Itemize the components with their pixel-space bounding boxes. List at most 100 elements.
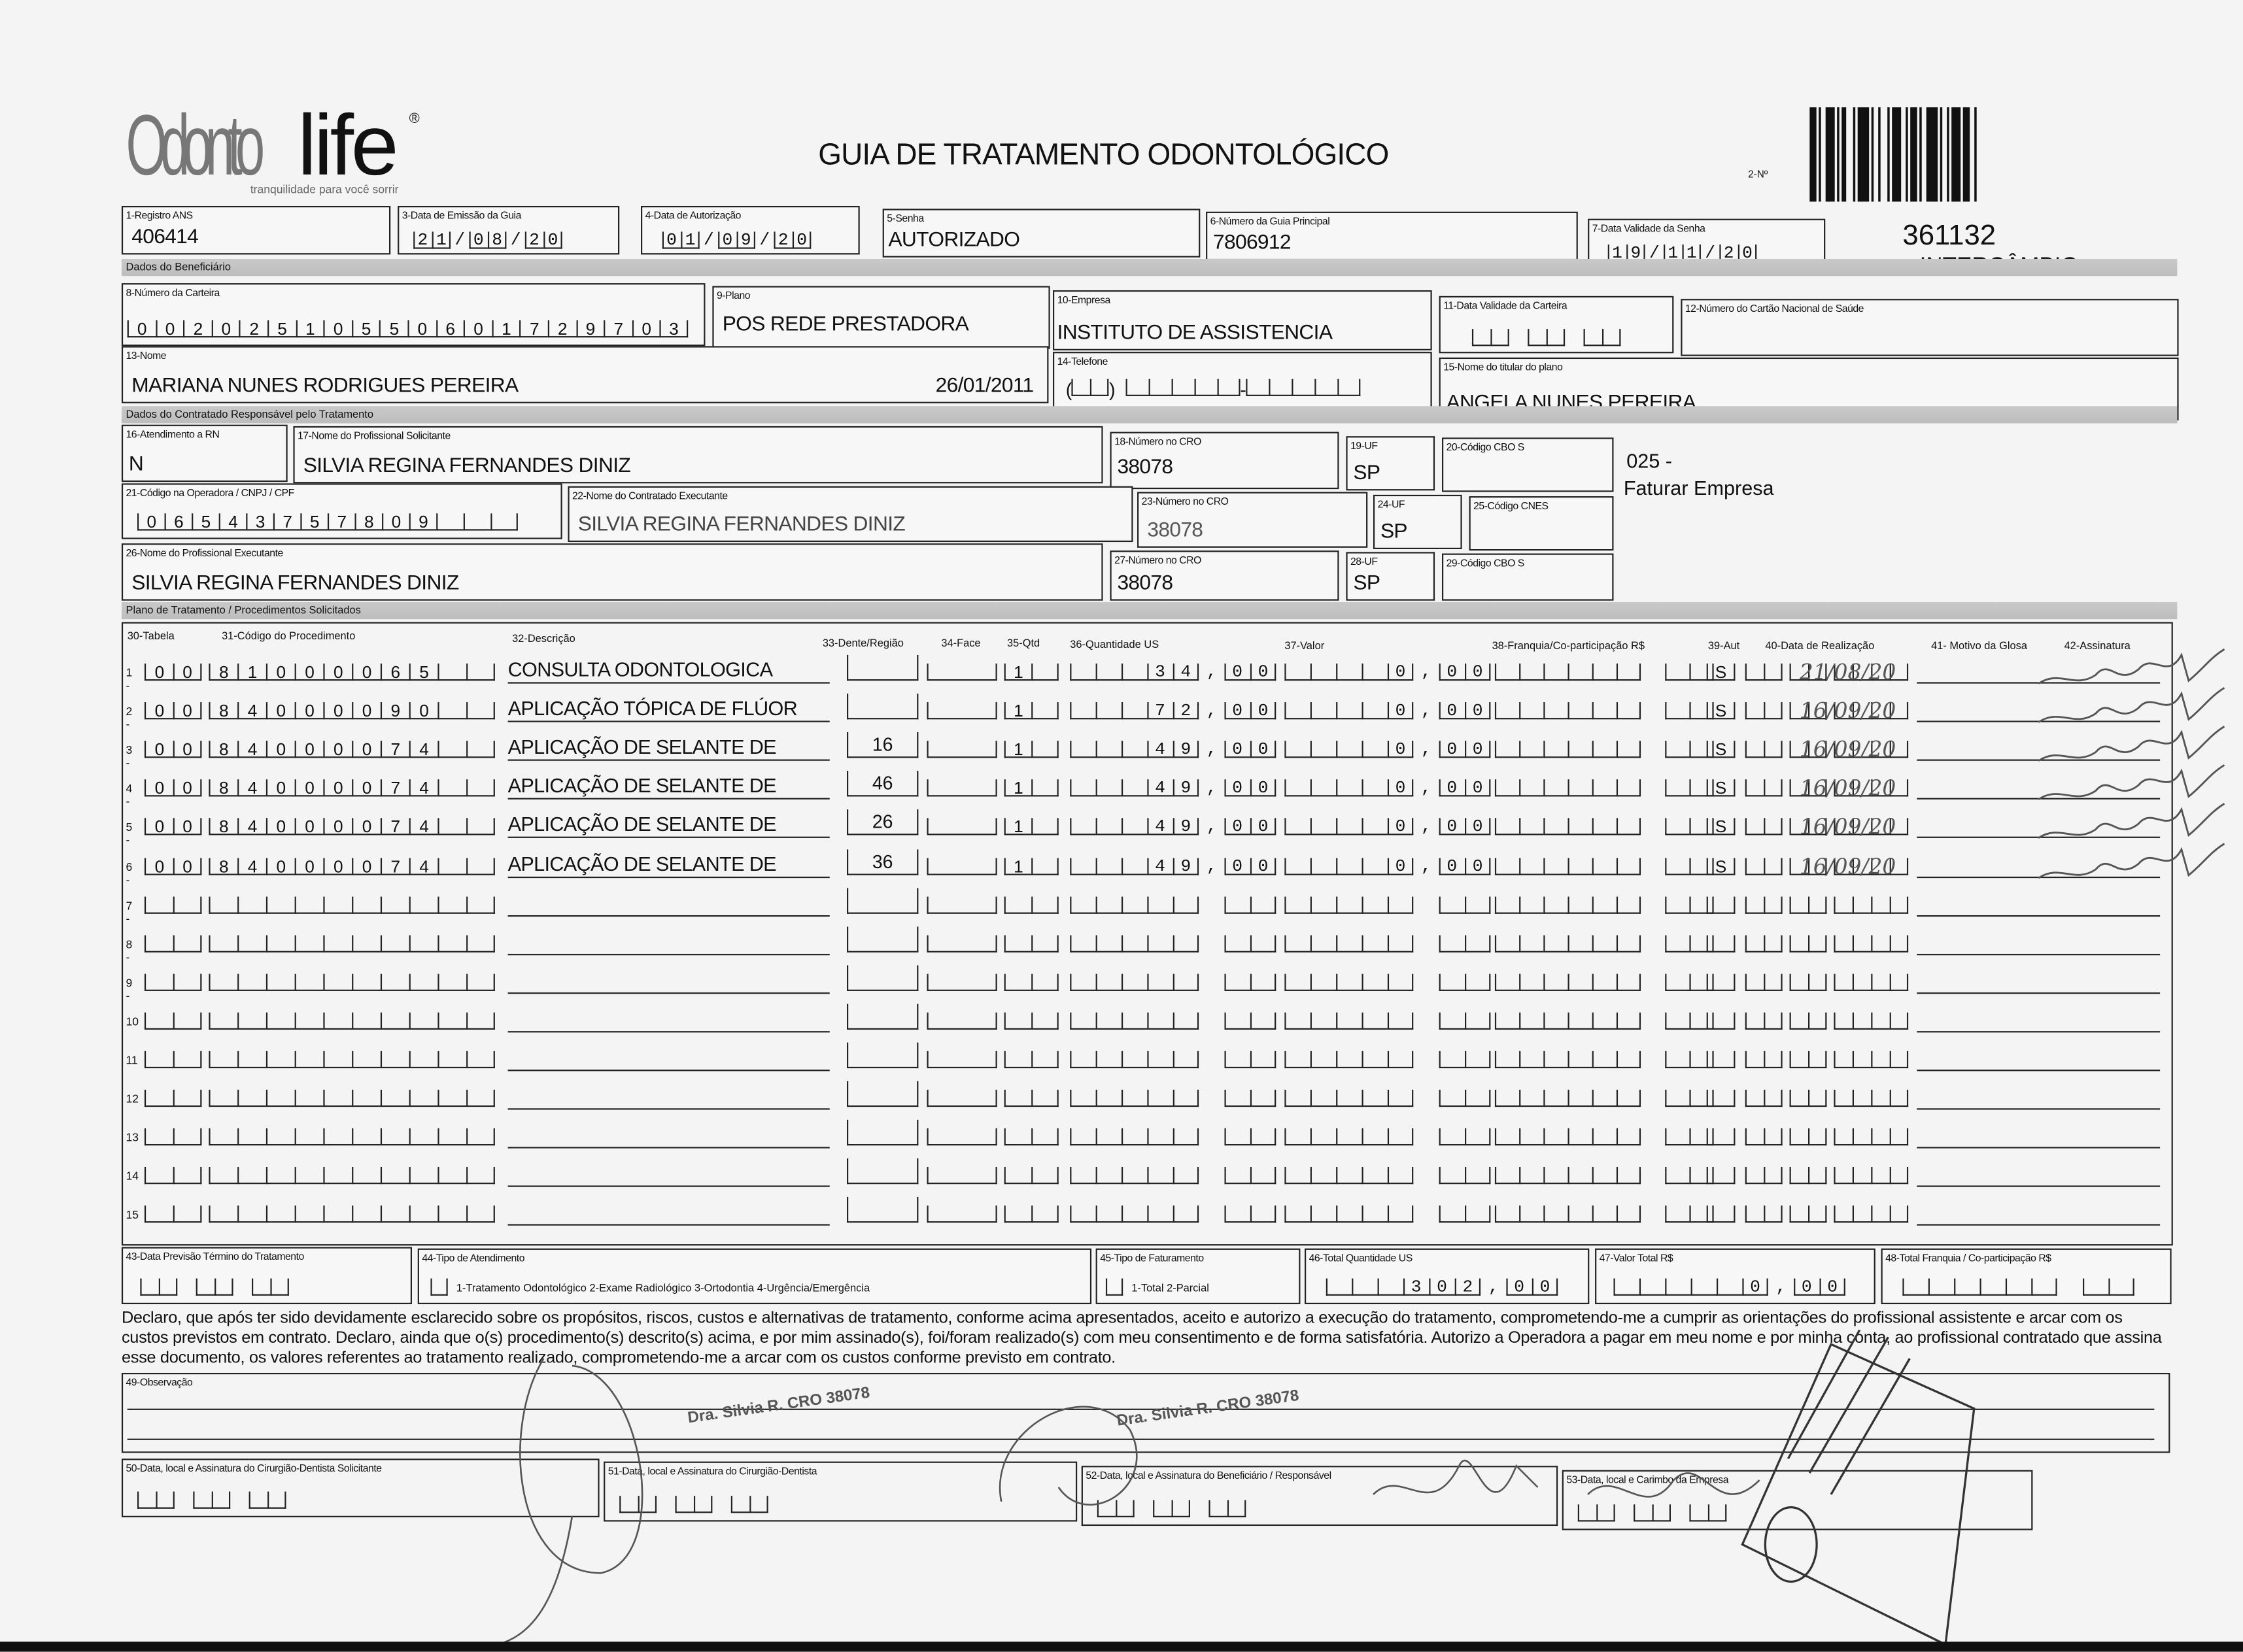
aut-cell[interactable] [1706,896,1736,913]
descricao[interactable] [507,1200,830,1226]
tabela-cells[interactable] [144,1012,202,1030]
qtd-cells[interactable] [1004,1012,1059,1030]
codigo-cells[interactable] [209,1051,495,1069]
aut-cell[interactable]: S [1706,818,1736,836]
descricao[interactable] [507,1007,830,1033]
data-realizacao-cells[interactable] [1745,779,1909,798]
field-total-franquia[interactable]: 48-Total Franquia / Co-participação R$ [1881,1248,2172,1304]
data-realizacao-cells[interactable] [1745,1090,1909,1107]
aut-cell[interactable] [1706,1128,1736,1146]
field-tipo-atendimento[interactable]: 44-Tipo de Atendimento 1-Tratamento Odont… [417,1248,1092,1304]
field-uf-19[interactable]: 19-UF SP [1346,436,1435,491]
data-realizacao-cells[interactable] [1745,818,1909,836]
data-realizacao-cells[interactable] [1745,1012,1909,1030]
field-cro-27[interactable]: 27-Número no CRO 38078 [1110,550,1339,601]
qtd-cells[interactable]: 1 [1004,779,1059,798]
descricao[interactable] [507,890,830,917]
face-cell[interactable] [927,973,997,991]
descricao[interactable] [507,1084,830,1110]
face-cell[interactable] [927,1205,997,1224]
dente-cell[interactable] [847,887,919,913]
aut-cell[interactable]: S [1706,741,1736,758]
us-cells[interactable] [1070,1012,1276,1030]
tabela-cells[interactable] [144,896,202,913]
dente-cell[interactable]: 26 [847,809,919,836]
data-realizacao-cells[interactable] [1745,664,1909,681]
data-realizacao-cells[interactable] [1745,1167,1909,1185]
assinatura-line[interactable] [1917,1030,2161,1033]
descricao[interactable]: APLICAÇÃO TÓPICA DE FLÚOR [507,697,830,722]
field-observacao[interactable]: 49-Observação [121,1373,2170,1453]
field-plano[interactable]: 9-Plano POS REDE PRESTADORA [712,286,1050,349]
aut-cell[interactable] [1706,1051,1736,1069]
dente-cell[interactable] [847,1081,919,1107]
valor-cells[interactable] [1284,896,1491,913]
field-validade-carteira[interactable]: 11-Data Validade da Carteira [1439,295,1674,354]
dente-cell[interactable] [847,1003,919,1030]
face-cell[interactable] [927,1090,997,1107]
face-cell[interactable] [927,741,997,758]
field-data-emissao[interactable]: 3-Data de Emissão da Guia 21/08/20 [398,206,620,255]
descricao[interactable] [507,929,830,955]
dente-cell[interactable] [847,1158,919,1185]
assinatura-line[interactable] [1917,1224,2161,1226]
codigo-cells[interactable] [209,973,495,991]
field-cro-23[interactable]: 23-Número no CRO 38078 [1137,492,1368,548]
us-cells[interactable] [1070,1205,1276,1224]
field-uf-24[interactable]: 24-UF SP [1373,494,1462,549]
face-cell[interactable] [927,934,997,952]
dente-cell[interactable] [847,1042,919,1069]
face-cell[interactable] [927,857,997,875]
dente-cell[interactable] [847,965,919,991]
descricao[interactable] [507,1162,830,1188]
field-total-us[interactable]: 46-Total Quantidade US 302,00 [1305,1248,1590,1304]
field-cbo-29[interactable]: 29-Código CBO S [1442,553,1614,601]
assinatura-line[interactable] [1917,953,2161,955]
tabela-cells[interactable] [144,1128,202,1146]
descricao[interactable]: APLICAÇÃO DE SELANTE DE [507,813,830,839]
face-cell[interactable] [927,1051,997,1069]
valor-cells[interactable] [1284,1051,1491,1069]
assinatura-line[interactable] [1917,992,2161,994]
dente-cell[interactable]: 36 [847,849,919,875]
data-realizacao-cells[interactable] [1745,741,1909,758]
face-cell[interactable] [927,664,997,681]
us-cells[interactable]: 49,00 [1070,857,1276,875]
valor-cells[interactable]: 0,00 [1284,857,1491,875]
valor-cells[interactable]: 0,00 [1284,779,1491,798]
data-realizacao-cells[interactable] [1745,1128,1909,1146]
franquia-cells[interactable] [1494,818,1714,836]
field-data-autorizacao[interactable]: 4-Data de Autorização 01/09/20 [641,206,860,255]
face-cell[interactable] [927,779,997,798]
assinatura-line[interactable] [1917,915,2161,917]
qtd-cells[interactable]: 1 [1004,741,1059,758]
field-carimbo-empresa[interactable]: 53-Data, local e Carimbo da Empresa [1562,1470,2033,1530]
franquia-cells[interactable] [1494,973,1714,991]
qtd-cells[interactable]: 1 [1004,664,1059,681]
franquia-cells[interactable] [1494,702,1714,720]
field-assinatura-dentista[interactable]: 51-Data, local e Assinatura do Cirurgião… [604,1461,1078,1522]
aut-cell[interactable] [1706,1012,1736,1030]
franquia-cells[interactable] [1494,1167,1714,1185]
field-cro-18[interactable]: 18-Número no CRO 38078 [1110,431,1339,490]
field-telefone[interactable]: 14-Telefone () - [1053,352,1432,409]
qtd-cells[interactable] [1004,934,1059,952]
aut-cell[interactable]: S [1706,857,1736,875]
aut-cell[interactable]: S [1706,779,1736,798]
descricao[interactable]: CONSULTA ODONTOLOGICA [507,658,830,684]
field-assinatura-solicitante[interactable]: 50-Data, local e Assinatura do Cirurgião… [121,1458,600,1517]
tabela-cells[interactable] [144,1051,202,1069]
codigo-cells[interactable] [209,1012,495,1030]
field-cbo-20[interactable]: 20-Código CBO S [1442,437,1614,492]
valor-cells[interactable] [1284,1090,1491,1107]
qtd-cells[interactable] [1004,1090,1059,1107]
descricao[interactable] [507,1045,830,1071]
us-cells[interactable] [1070,1090,1276,1107]
descricao[interactable]: APLICAÇÃO DE SELANTE DE [507,735,830,762]
